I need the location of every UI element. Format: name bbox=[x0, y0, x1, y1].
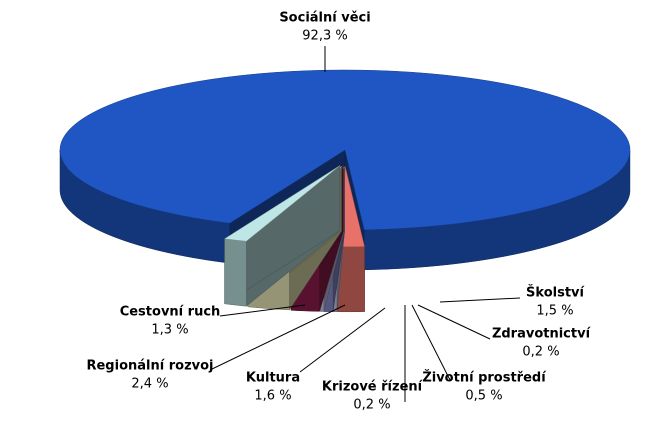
slice-label: Školství bbox=[526, 285, 585, 301]
value-label: 0,5 % bbox=[465, 389, 502, 404]
slice-label: Krizové řízení bbox=[322, 380, 424, 395]
leader-line bbox=[209, 304, 346, 371]
value-label: 0,2 % bbox=[522, 345, 559, 360]
slice-label: Regionální rozvoj bbox=[86, 359, 213, 374]
leader-line bbox=[299, 307, 386, 373]
slice-top bbox=[59, 69, 631, 231]
value-label: 1,3 % bbox=[151, 323, 188, 338]
value-label: 1,6 % bbox=[254, 389, 291, 404]
value-label: 2,4 % bbox=[131, 377, 168, 392]
leader-line bbox=[417, 304, 491, 340]
slice-side bbox=[224, 238, 247, 307]
leader-line bbox=[439, 297, 521, 303]
slice-label: Cestovní ruch bbox=[120, 305, 221, 320]
leader-line bbox=[411, 304, 451, 381]
value-label: 1,5 % bbox=[536, 304, 573, 319]
slice-top bbox=[223, 165, 341, 242]
slice-label: Kultura bbox=[246, 371, 300, 386]
leader-line bbox=[219, 304, 306, 317]
slice bbox=[223, 165, 341, 307]
slice-label: Zdravotnictví bbox=[492, 327, 592, 342]
slice-label: Sociální věci bbox=[279, 11, 370, 26]
value-label: 0,2 % bbox=[353, 398, 390, 413]
slice-label: Životní prostředí bbox=[422, 370, 547, 386]
value-label: 92,3 % bbox=[302, 29, 347, 44]
